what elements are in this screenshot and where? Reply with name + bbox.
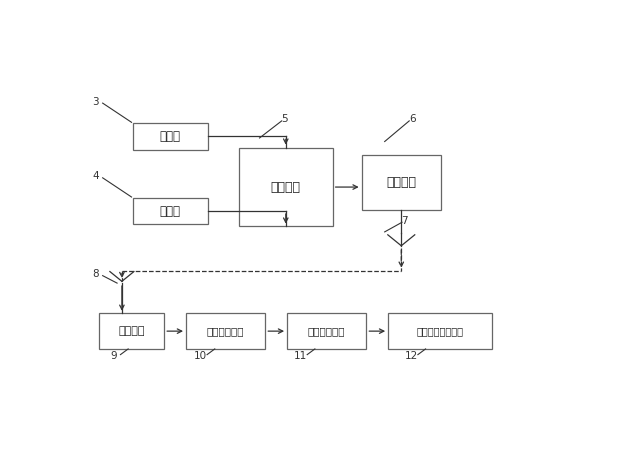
Text: 接收模块: 接收模块: [119, 326, 145, 336]
Bar: [388, 313, 491, 349]
Text: 8: 8: [93, 269, 99, 279]
Text: 9: 9: [111, 351, 117, 361]
Text: 6: 6: [409, 115, 415, 124]
Bar: [133, 123, 207, 150]
Text: 应变片: 应变片: [160, 130, 181, 143]
Bar: [99, 313, 164, 349]
Text: 定向器: 定向器: [160, 205, 181, 218]
Bar: [133, 198, 207, 225]
Text: 11: 11: [294, 351, 307, 361]
Text: 5: 5: [281, 115, 288, 124]
Text: 采集模块: 采集模块: [271, 181, 301, 194]
Text: 数据输出显示模块: 数据输出显示模块: [416, 326, 463, 336]
Bar: [287, 313, 366, 349]
Bar: [239, 148, 333, 226]
Text: 7: 7: [402, 216, 408, 226]
Bar: [361, 155, 441, 210]
Text: 数据处理模块: 数据处理模块: [308, 326, 345, 336]
Text: 发射模块: 发射模块: [386, 176, 416, 189]
Text: 信号处理模块: 信号处理模块: [207, 326, 245, 336]
Text: 3: 3: [93, 97, 99, 107]
Text: 10: 10: [194, 351, 207, 361]
Text: 12: 12: [404, 351, 418, 361]
Bar: [186, 313, 265, 349]
Text: 4: 4: [93, 171, 99, 182]
